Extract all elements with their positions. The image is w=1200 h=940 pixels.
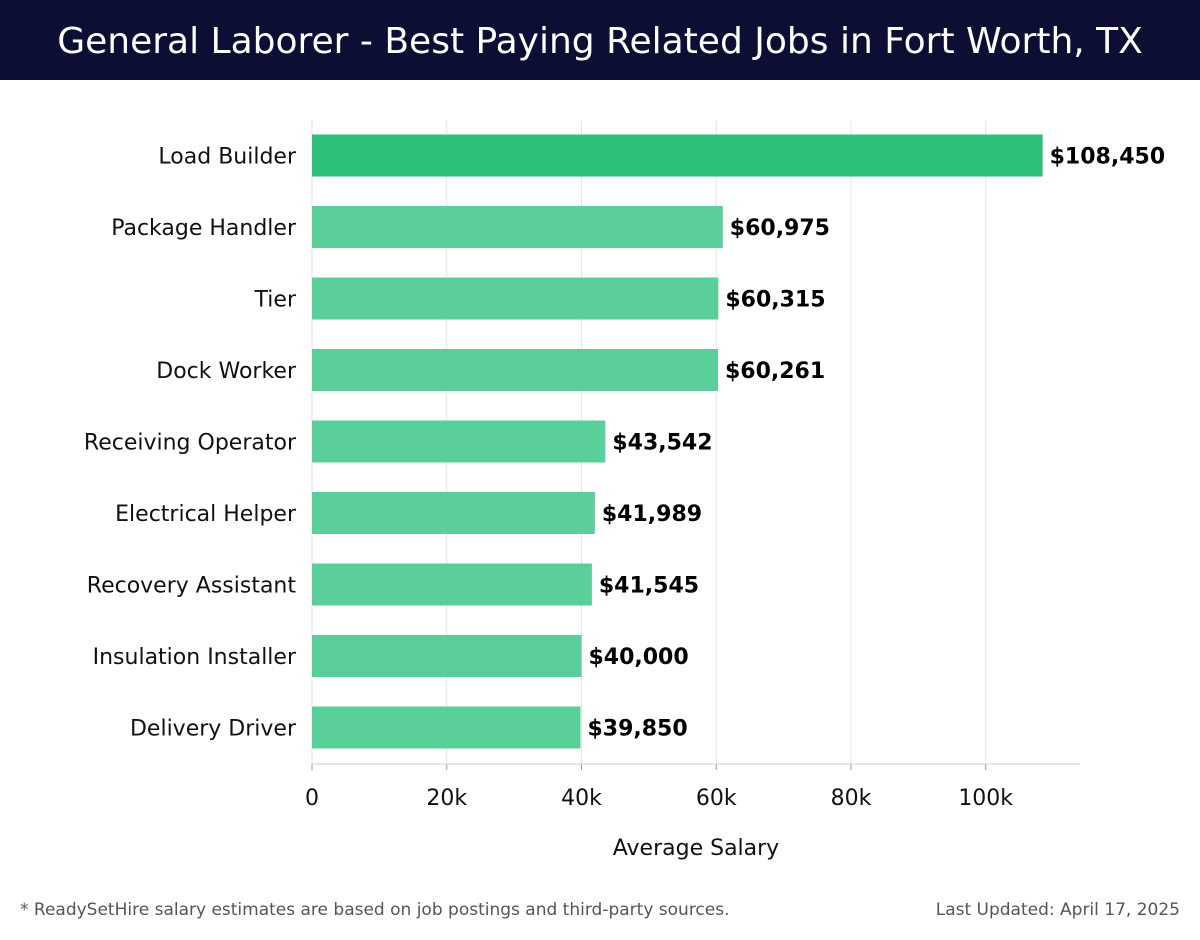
x-axis: 0 20k 40k 60k 80k 100k [305,763,1080,811]
title-banner: General Laborer - Best Paying Related Jo… [0,0,1200,80]
value-label: $60,975 [730,216,830,241]
category-label: Receiving Operator [84,431,297,456]
x-tick-label: 20k [426,786,467,811]
value-label: $108,450 [1050,145,1166,170]
category-label: Load Builder [158,145,297,170]
bar [312,349,718,391]
value-label: $41,989 [602,502,702,527]
bar [312,206,723,248]
category-label: Dock Worker [156,359,297,384]
x-tick-label: 60k [696,786,737,811]
category-label: Electrical Helper [115,502,297,527]
category-label: Insulation Installer [93,645,297,670]
bar [312,277,719,320]
x-tick-label: 40k [561,786,602,811]
value-label: $40,000 [588,645,688,670]
last-updated: Last Updated: April 17, 2025 [935,900,1180,920]
bar [312,134,1043,177]
bar [312,492,595,534]
value-labels: $108,450 $60,975 $60,315 $60,261 $43,542 $41,… [587,145,1165,742]
x-tick-label: 100k [958,786,1013,811]
value-label: $60,315 [725,288,825,313]
x-tick-label: 0 [305,786,319,811]
bar [312,563,592,606]
category-labels: Load Builder Package Handler Tier Dock Work… [84,145,297,742]
category-label: Delivery Driver [130,717,297,742]
value-label: $43,542 [612,431,712,456]
bars [312,134,1043,749]
chart-title: General Laborer - Best Paying Related Jo… [57,21,1143,62]
category-label: Package Handler [111,216,297,241]
category-label: Tier [254,288,297,313]
value-label: $41,545 [599,574,699,599]
x-axis-title: Average Salary [613,836,779,861]
bar-chart: Load Builder Package Handler Tier Dock Work… [84,120,1165,861]
footnote: * ReadySetHire salary estimates are base… [20,900,730,920]
bar [312,635,582,677]
value-label: $39,850 [587,717,687,742]
bar [312,420,606,463]
bar [312,706,581,749]
value-label: $60,261 [725,359,825,384]
x-tick-label: 80k [831,786,872,811]
category-label: Recovery Assistant [87,574,297,599]
